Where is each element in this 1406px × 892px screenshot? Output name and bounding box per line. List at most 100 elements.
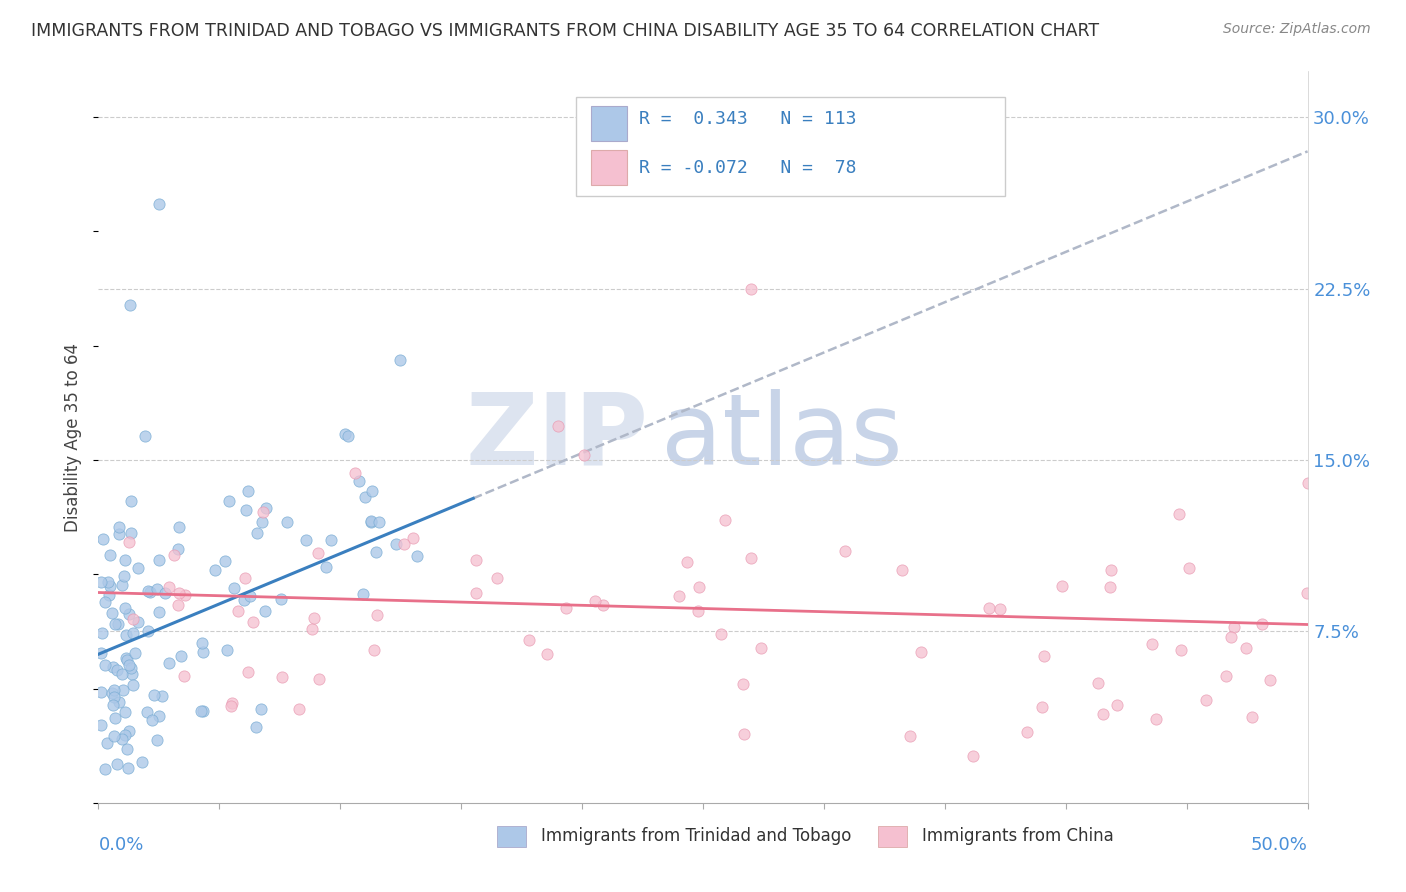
Point [93, 595, 115, 609]
Point [218, 493, 240, 508]
Point [163, 548, 186, 562]
Point [191, 645, 214, 659]
Point [122, 612, 145, 626]
Point [173, 669, 195, 683]
Point [307, 546, 329, 560]
Point [97, 575, 120, 590]
Point [117, 742, 139, 756]
Point [97, 588, 120, 602]
Point [536, 647, 558, 661]
Point [254, 500, 277, 515]
Point [118, 723, 141, 738]
Point [245, 720, 267, 734]
Point [105, 663, 128, 677]
Point [319, 533, 342, 548]
FancyBboxPatch shape [591, 106, 627, 141]
Point [98, 548, 121, 562]
Point [150, 689, 173, 703]
Point [103, 683, 125, 698]
Point [402, 531, 425, 545]
Point [204, 563, 226, 577]
Point [250, 515, 273, 529]
Point [337, 428, 360, 442]
Point [105, 756, 128, 771]
Point [242, 615, 264, 630]
Point [90, 625, 112, 640]
Point [112, 569, 135, 583]
Point [167, 599, 190, 613]
Point [910, 644, 932, 658]
Point [107, 526, 129, 541]
Point [103, 690, 125, 704]
Point [295, 533, 318, 547]
Point [347, 475, 370, 489]
Point [174, 589, 197, 603]
Point [114, 601, 136, 615]
Point [1087, 676, 1109, 690]
Point [135, 705, 157, 719]
Point [235, 502, 257, 516]
FancyBboxPatch shape [498, 826, 526, 847]
Point [353, 490, 375, 504]
Point [301, 622, 323, 636]
Point [148, 709, 170, 723]
Point [238, 665, 260, 679]
Point [117, 761, 139, 775]
Point [353, 587, 375, 601]
Point [118, 297, 141, 311]
Point [111, 731, 134, 746]
Point [115, 628, 138, 642]
Text: R =  0.343   N = 113: R = 0.343 N = 113 [638, 110, 856, 128]
Point [406, 549, 429, 563]
Point [988, 602, 1011, 616]
Point [121, 667, 143, 681]
Point [364, 545, 387, 559]
Point [142, 688, 165, 702]
Point [167, 586, 190, 600]
Point [191, 704, 214, 718]
Point [366, 608, 388, 623]
Point [668, 589, 690, 603]
Point [394, 537, 416, 551]
Point [167, 519, 190, 533]
Point [190, 704, 212, 718]
Text: 0.0%: 0.0% [98, 836, 143, 854]
Point [214, 554, 236, 568]
Point [146, 582, 169, 597]
Point [157, 580, 180, 594]
Point [110, 666, 132, 681]
Point [98, 579, 121, 593]
Point [127, 561, 149, 575]
Point [118, 535, 141, 549]
FancyBboxPatch shape [591, 150, 627, 185]
Point [385, 537, 408, 551]
Point [114, 728, 136, 742]
Point [252, 505, 274, 519]
Point [114, 706, 136, 720]
Point [101, 698, 124, 712]
Point [101, 686, 124, 700]
Point [464, 552, 486, 566]
Point [555, 601, 578, 615]
Point [115, 652, 138, 666]
Point [360, 514, 382, 528]
Point [1099, 563, 1122, 577]
Point [1170, 643, 1192, 657]
Point [148, 552, 170, 566]
Point [271, 670, 294, 684]
Point [90, 574, 112, 589]
Point [111, 683, 134, 698]
Point [122, 626, 145, 640]
Point [120, 661, 142, 675]
Point [233, 571, 256, 585]
Point [733, 677, 755, 691]
Point [465, 585, 488, 599]
Point [1015, 724, 1038, 739]
Point [1240, 710, 1263, 724]
Point [1144, 712, 1167, 726]
FancyBboxPatch shape [576, 97, 1005, 195]
Point [367, 515, 389, 529]
Point [740, 551, 762, 566]
Point [139, 585, 162, 599]
Point [890, 563, 912, 577]
